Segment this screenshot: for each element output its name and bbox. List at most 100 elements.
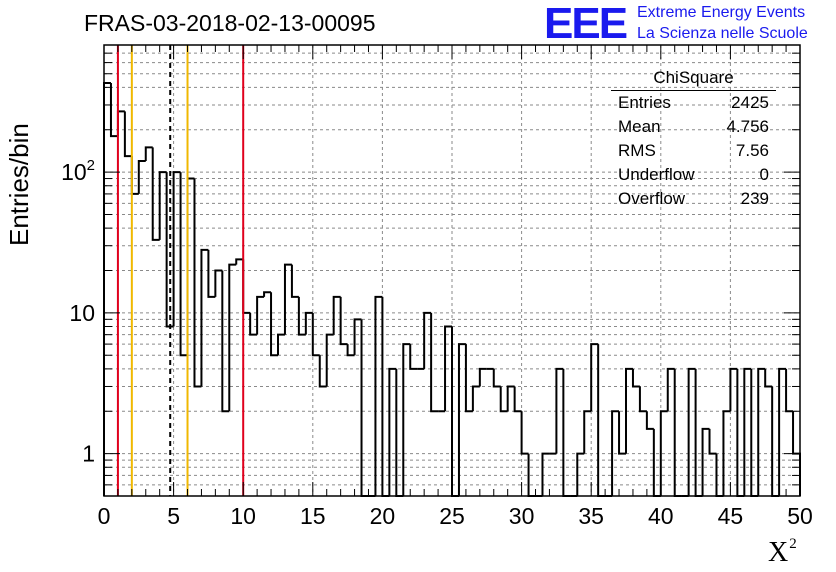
histogram-bin [311, 312, 320, 357]
x-tick-label: 40 [648, 503, 674, 529]
histogram-bin [144, 146, 153, 161]
x-tick-label: 20 [370, 503, 396, 529]
histogram-bin [297, 296, 306, 336]
logo-line-2: La Scienza nelle Scuole [637, 25, 808, 42]
stats-label: Mean [618, 117, 661, 136]
histogram-bin [332, 295, 341, 335]
histogram-bin [346, 344, 355, 357]
stats-row-overflow: Overflow 239 [611, 187, 776, 211]
histogram-bin [423, 311, 432, 369]
histogram-bin [757, 367, 766, 496]
histogram-bin [694, 368, 703, 497]
histogram-bin [729, 367, 738, 412]
histogram-bin [200, 248, 209, 387]
histogram-bin [673, 368, 682, 497]
histogram-bin [430, 312, 439, 413]
histogram-bin [277, 333, 285, 356]
histogram-bin [207, 249, 216, 298]
histogram-bin [736, 368, 745, 497]
histogram-bin [304, 311, 313, 335]
histogram-bin [785, 368, 794, 413]
histogram-bin [130, 156, 139, 195]
histogram-bin [172, 171, 181, 327]
x-axis-label-sup: 2 [789, 536, 797, 552]
threshold-lines-layer [116, 45, 245, 496]
eee-logo-mark: EEE [544, 0, 628, 48]
histogram-bin [339, 296, 348, 346]
histogram-bin [165, 172, 174, 328]
y-tick-label: 1 [82, 441, 95, 467]
histogram-bin [478, 367, 487, 387]
histogram-bin [764, 368, 773, 388]
histogram-bin [116, 110, 125, 137]
y-tick-label: 102 [61, 157, 95, 185]
histogram-bin [409, 344, 418, 370]
histogram-bin [103, 81, 111, 496]
histogram-bin [590, 343, 599, 412]
x-tick-label: 10 [230, 503, 256, 529]
histogram-bin [242, 259, 251, 314]
stats-value: 0 [759, 165, 769, 184]
histogram-bin [151, 147, 160, 241]
histogram-bin [360, 319, 369, 497]
x-tick-label: 50 [787, 503, 813, 529]
histogram-bin [611, 410, 620, 496]
stats-label: Overflow [618, 189, 686, 208]
stats-label: Underflow [618, 165, 695, 184]
histogram-bin [290, 264, 299, 298]
histogram-bin [562, 368, 571, 497]
histogram-bin [750, 368, 759, 497]
histogram-bin [645, 411, 654, 430]
histogram-bin [228, 263, 237, 412]
histogram-bin [618, 411, 626, 455]
x-tick-label: 5 [167, 503, 180, 529]
histogram-bin [179, 172, 188, 357]
eee-logo-text: Extreme Energy Events La Scienza nelle S… [637, 2, 808, 44]
histogram-bin [499, 386, 508, 413]
histogram-bin [541, 452, 550, 496]
histogram-bin [457, 343, 466, 496]
eee-logo: EEE Extreme Energy Events La Scienza nel… [544, 0, 808, 48]
histogram-bin [109, 82, 118, 138]
stats-row-underflow: Underflow 0 [611, 163, 776, 187]
histogram-bin [270, 292, 278, 357]
x-tick-label: 35 [578, 503, 604, 529]
histogram-bin [555, 367, 564, 454]
stats-label: Entries [618, 93, 671, 112]
x-axis-label: X2 [768, 536, 797, 569]
histogram-bin [520, 411, 529, 455]
histogram-bin [325, 333, 334, 387]
histogram-bin [492, 368, 501, 388]
histogram-bin [158, 171, 167, 240]
histogram-bin [771, 386, 780, 497]
histogram-bin [263, 291, 272, 297]
x-tick-label: 15 [300, 503, 326, 529]
histogram-bin [631, 368, 640, 388]
histogram-bin [471, 385, 480, 412]
histogram-bin [137, 159, 146, 194]
histogram-bin [666, 367, 675, 412]
x-tick-label: 45 [718, 503, 744, 529]
stats-row-rms: RMS 7.56 [611, 139, 776, 163]
stats-label: RMS [618, 141, 656, 160]
histogram-bin [186, 177, 195, 356]
histogram-bin [464, 344, 473, 413]
ticks-layer: 0 5 10 15 20 25 30 35 40 45 50 1 10 102 [61, 44, 813, 529]
stats-row-mean: Mean 4.756 [611, 115, 776, 139]
chart-title: FRAS-03-2018-02-13-00095 [84, 10, 376, 36]
histogram-bin [374, 295, 383, 496]
histogram-bin [249, 312, 258, 336]
histogram-bin [444, 325, 452, 412]
stats-value: 239 [740, 189, 769, 208]
histogram-bin [193, 178, 202, 388]
histogram-bin [576, 452, 585, 496]
stats-value: 7.56 [735, 141, 769, 160]
x-tick-label: 25 [439, 503, 465, 529]
stats-title: ChiSquare [611, 66, 776, 91]
histogram-bin [318, 355, 327, 388]
histogram-bin [402, 343, 411, 496]
histogram-bin [652, 428, 661, 497]
histogram-bin [708, 428, 717, 455]
histogram-bin [638, 386, 647, 413]
